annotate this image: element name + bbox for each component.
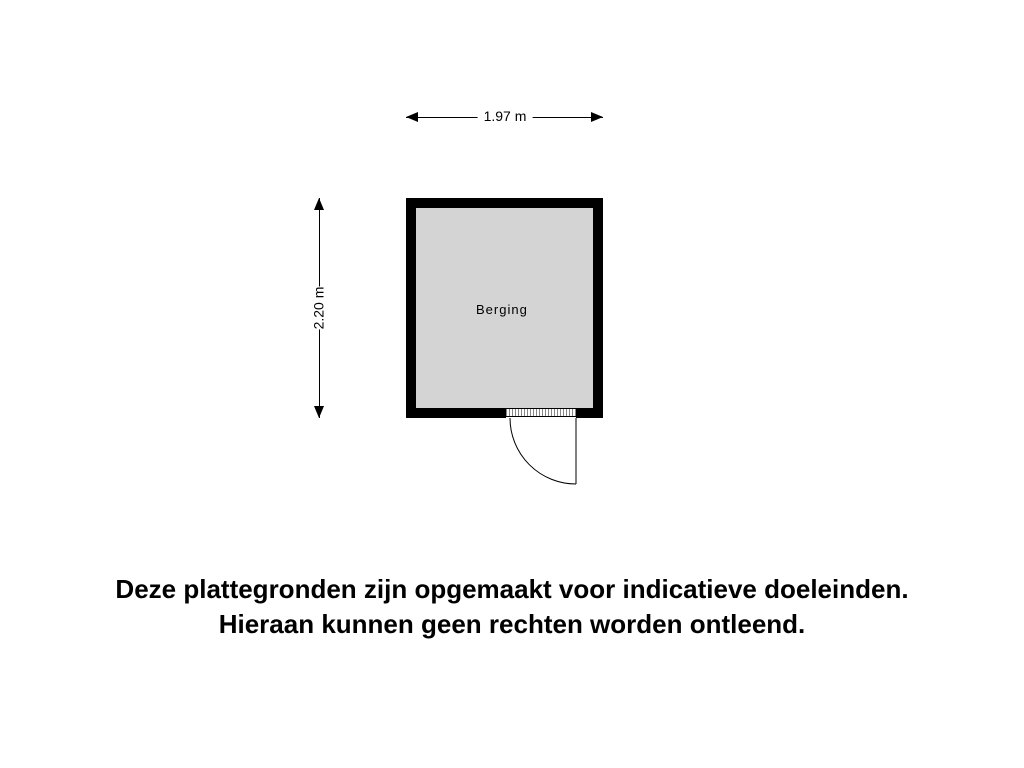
- arrow-down-icon: [314, 406, 324, 418]
- dimension-vertical-label: 2.20 m: [304, 287, 332, 330]
- floorplan-canvas: Berging 1.97 m 2.20 m Deze plattegronden…: [0, 0, 1024, 768]
- disclaimer-line2: Hieraan kunnen geen rechten worden ontle…: [0, 607, 1024, 642]
- dimension-horizontal-label: 1.97 m: [478, 108, 533, 124]
- arrow-up-icon: [314, 198, 324, 210]
- disclaimer-text: Deze plattegronden zijn opgemaakt voor i…: [0, 572, 1024, 642]
- door-threshold: [506, 408, 576, 417]
- door-swing-icon: [506, 418, 586, 498]
- room-label: Berging: [476, 302, 528, 317]
- disclaimer-line1: Deze plattegronden zijn opgemaakt voor i…: [0, 572, 1024, 607]
- arrow-right-icon: [591, 112, 603, 122]
- arrow-left-icon: [406, 112, 418, 122]
